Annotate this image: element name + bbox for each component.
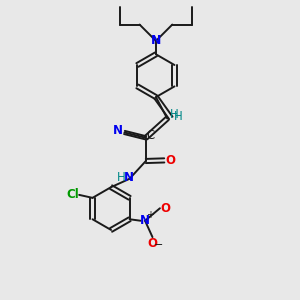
Text: −: − [154,240,164,250]
Text: H: H [174,110,183,123]
Text: O: O [148,236,158,250]
Text: H: H [169,108,178,122]
Text: N: N [151,34,161,47]
Text: +: + [146,210,154,220]
Text: N: N [113,124,123,137]
Text: N: N [140,214,150,227]
Text: N: N [124,171,134,184]
Text: C: C [146,129,154,142]
Text: Cl: Cl [67,188,80,201]
Text: O: O [160,202,170,215]
Text: O: O [165,154,175,167]
Text: H: H [117,171,125,184]
